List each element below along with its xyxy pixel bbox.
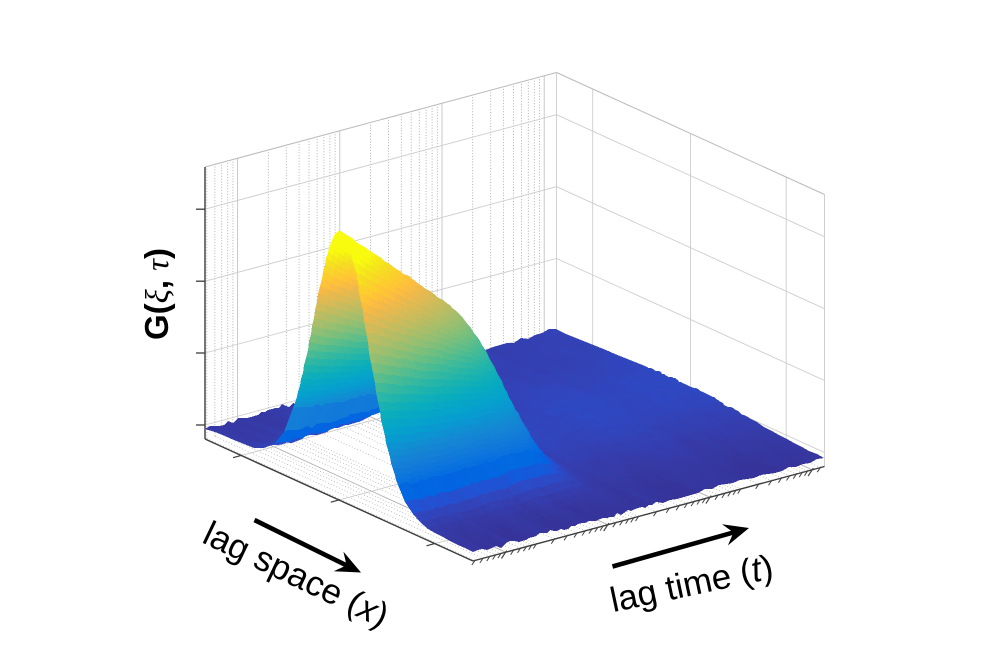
svg-text:G(ξ, τ): G(ξ, τ) <box>138 248 176 340</box>
